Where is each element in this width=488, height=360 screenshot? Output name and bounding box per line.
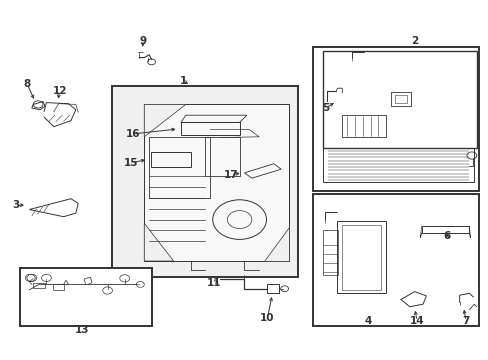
Text: 12: 12 <box>52 86 67 96</box>
Bar <box>337 221 386 293</box>
Text: 7: 7 <box>461 316 469 326</box>
Text: 6: 6 <box>443 231 450 241</box>
Bar <box>322 148 473 182</box>
Text: 2: 2 <box>410 36 417 46</box>
Bar <box>33 283 45 288</box>
Text: 15: 15 <box>123 158 138 168</box>
Bar <box>342 225 381 290</box>
Bar <box>149 137 210 198</box>
Polygon shape <box>264 227 288 261</box>
Text: 17: 17 <box>224 170 238 180</box>
Bar <box>266 284 278 293</box>
Bar <box>394 95 406 103</box>
Bar <box>150 152 190 167</box>
Text: 8: 8 <box>23 78 30 89</box>
Bar <box>322 51 476 148</box>
Polygon shape <box>144 104 185 137</box>
Text: 11: 11 <box>206 278 221 288</box>
Bar <box>421 226 468 233</box>
Bar <box>181 122 239 135</box>
Bar <box>312 194 478 326</box>
Bar <box>322 230 338 275</box>
Text: 4: 4 <box>364 316 371 326</box>
Bar <box>390 92 410 106</box>
Bar <box>205 137 239 176</box>
Text: 1: 1 <box>180 76 186 86</box>
Bar <box>20 268 151 326</box>
Text: 9: 9 <box>139 36 146 46</box>
Bar <box>144 104 288 261</box>
Text: 16: 16 <box>125 129 140 139</box>
Text: 13: 13 <box>75 325 89 336</box>
Bar <box>112 86 298 277</box>
Text: 5: 5 <box>322 103 328 113</box>
Bar <box>53 284 63 290</box>
Text: 3: 3 <box>13 200 20 210</box>
Bar <box>312 47 478 191</box>
Text: 10: 10 <box>260 312 274 323</box>
Text: 14: 14 <box>409 316 424 326</box>
Polygon shape <box>144 223 173 261</box>
